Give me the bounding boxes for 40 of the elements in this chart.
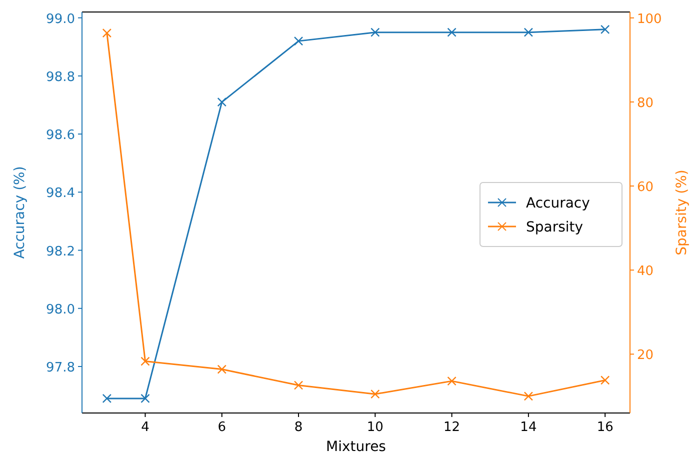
- y-tick-label: 98.6: [46, 128, 75, 144]
- y2-tick-label: 60: [637, 180, 654, 196]
- point: [102, 394, 112, 404]
- point: [447, 28, 456, 37]
- point: [524, 392, 534, 401]
- x-tick-label: 16: [596, 420, 614, 435]
- y2-axis-title: Sparsity (%): [674, 170, 690, 256]
- point: [140, 356, 150, 366]
- legend-label: Sparsity: [526, 220, 584, 236]
- x-tick-label: 4: [141, 420, 150, 435]
- y-axis-title: Accuracy (%): [12, 166, 28, 259]
- point: [600, 24, 610, 34]
- point: [217, 97, 226, 107]
- y-tick-label: 97.8: [46, 360, 75, 376]
- x-axis-title: Mixtures: [326, 439, 386, 455]
- legend-label: Accuracy: [526, 196, 590, 212]
- y-tick-label: 98.8: [46, 70, 75, 85]
- y-tick-label: 98.0: [46, 302, 75, 318]
- y2-tick-label: 20: [637, 348, 654, 364]
- x-tick-label: 8: [294, 420, 303, 435]
- point: [447, 376, 456, 386]
- point: [140, 394, 150, 404]
- point: [370, 389, 380, 399]
- y-tick-label: 98.2: [46, 244, 75, 260]
- point: [294, 36, 304, 46]
- point: [524, 28, 534, 37]
- x-tick-label: 14: [520, 420, 537, 435]
- point: [294, 380, 304, 390]
- y-tick-label: 99.0: [46, 12, 75, 27]
- y-tick-label: 98.4: [46, 186, 75, 202]
- y2-tick-label: 40: [637, 264, 654, 280]
- point: [370, 28, 380, 37]
- point: [600, 376, 610, 385]
- x-tick-label: 6: [218, 420, 226, 435]
- y2-tick-label: 80: [637, 96, 654, 111]
- x-tick-label: 10: [366, 420, 384, 435]
- point: [102, 28, 112, 38]
- point: [217, 364, 226, 374]
- y2-tick-label: 100: [637, 12, 662, 27]
- x-tick-label: 12: [444, 420, 460, 435]
